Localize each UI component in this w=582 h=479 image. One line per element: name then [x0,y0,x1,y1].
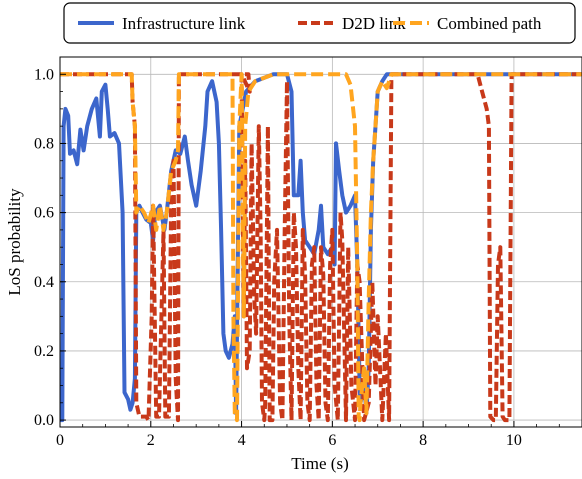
x-tick-label: 10 [506,432,522,449]
x-tick-label: 0 [56,432,64,449]
legend: Infrastructure link D2D link Combined path [63,2,576,44]
legend-items: Infrastructure link D2D link Combined path [78,14,542,33]
x-tick-label: 2 [147,432,155,449]
y-tick-label: 0.0 [34,412,54,429]
y-axis-ticks: 0.0 0.2 0.4 0.6 0.8 1.0 [34,66,66,429]
x-tick-label: 4 [238,432,246,449]
x-axis-ticks: 0 2 4 6 8 10 [56,421,560,449]
y-axis-title: LoS probability [5,188,24,296]
series-layer [60,72,582,423]
legend-label: Combined path [437,14,542,33]
x-tick-label: 6 [328,432,336,449]
series-line-combined-path [60,72,582,423]
series-line-d2d-link [60,72,582,423]
x-axis-title: Time (s) [291,454,348,473]
y-tick-label: 0.2 [34,343,54,360]
legend-label: Infrastructure link [122,14,246,33]
y-tick-label: 0.4 [34,274,54,291]
y-tick-label: 0.8 [34,135,54,152]
y-tick-label: 1.0 [34,66,54,83]
x-tick-label: 8 [419,432,427,449]
legend-label: D2D link [342,14,406,33]
plot-frame [59,56,582,428]
series-line-infrastructure-link [60,72,582,423]
y-tick-label: 0.6 [34,205,54,222]
